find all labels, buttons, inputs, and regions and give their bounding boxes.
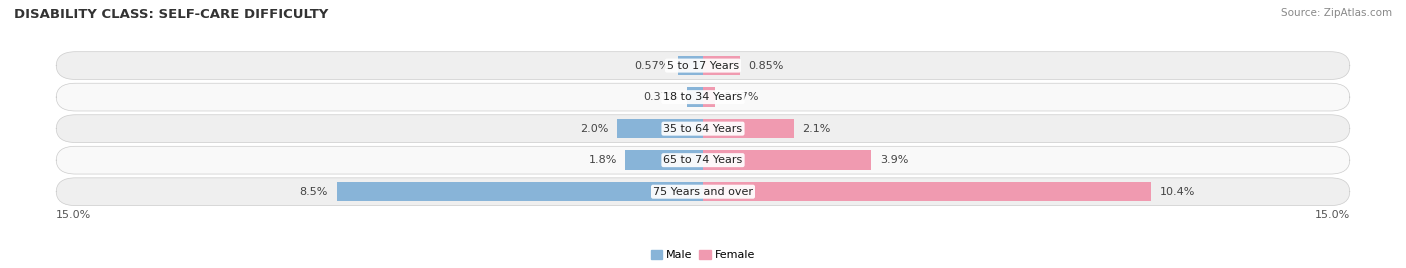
Text: 0.85%: 0.85% bbox=[748, 61, 783, 70]
Legend: Male, Female: Male, Female bbox=[647, 245, 759, 265]
Text: 1.8%: 1.8% bbox=[588, 155, 617, 165]
Text: DISABILITY CLASS: SELF-CARE DIFFICULTY: DISABILITY CLASS: SELF-CARE DIFFICULTY bbox=[14, 8, 329, 21]
Bar bbox=[703, 119, 793, 138]
Bar bbox=[626, 150, 703, 170]
Bar bbox=[617, 119, 703, 138]
Text: 35 to 64 Years: 35 to 64 Years bbox=[664, 124, 742, 134]
Text: 18 to 34 Years: 18 to 34 Years bbox=[664, 92, 742, 102]
Text: 2.0%: 2.0% bbox=[579, 124, 609, 134]
Text: 8.5%: 8.5% bbox=[299, 187, 328, 197]
FancyBboxPatch shape bbox=[56, 52, 1350, 79]
FancyBboxPatch shape bbox=[56, 115, 1350, 143]
Bar bbox=[688, 87, 703, 107]
FancyBboxPatch shape bbox=[56, 146, 1350, 174]
Text: 3.9%: 3.9% bbox=[880, 155, 908, 165]
Text: 2.1%: 2.1% bbox=[803, 124, 831, 134]
Text: 5 to 17 Years: 5 to 17 Years bbox=[666, 61, 740, 70]
Bar bbox=[679, 56, 703, 75]
Text: 15.0%: 15.0% bbox=[1315, 210, 1350, 220]
Text: Source: ZipAtlas.com: Source: ZipAtlas.com bbox=[1281, 8, 1392, 18]
Bar bbox=[703, 150, 872, 170]
Text: 0.27%: 0.27% bbox=[723, 92, 759, 102]
Text: 65 to 74 Years: 65 to 74 Years bbox=[664, 155, 742, 165]
Bar bbox=[703, 56, 740, 75]
Bar bbox=[336, 182, 703, 202]
Text: 0.37%: 0.37% bbox=[643, 92, 679, 102]
Bar bbox=[703, 182, 1152, 202]
Text: 10.4%: 10.4% bbox=[1160, 187, 1195, 197]
Text: 75 Years and over: 75 Years and over bbox=[652, 187, 754, 197]
Text: 0.57%: 0.57% bbox=[634, 61, 669, 70]
FancyBboxPatch shape bbox=[56, 83, 1350, 111]
Text: 15.0%: 15.0% bbox=[56, 210, 91, 220]
Bar bbox=[703, 87, 714, 107]
FancyBboxPatch shape bbox=[56, 178, 1350, 206]
